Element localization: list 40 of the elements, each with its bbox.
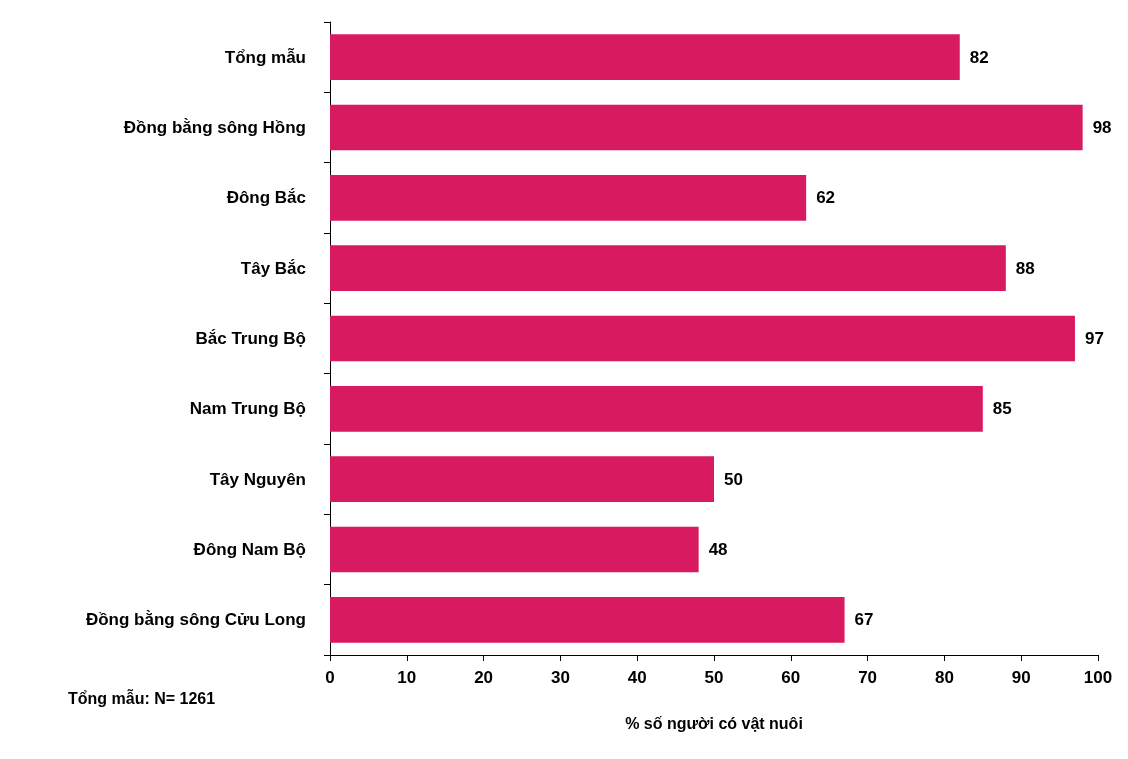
y-tick-label: Đông Bắc — [226, 188, 306, 208]
data-label: 82 — [969, 47, 989, 67]
bar — [330, 596, 845, 643]
x-tick-label: 40 — [627, 668, 647, 687]
y-tick-label: Tổng mẫu — [224, 47, 306, 67]
data-label: 97 — [1084, 329, 1104, 348]
x-tick-label: 90 — [1011, 668, 1031, 687]
bar — [330, 34, 960, 81]
y-tick-label: Tây Nguyên — [209, 469, 306, 489]
x-tick-label: 60 — [781, 668, 801, 687]
bar — [330, 456, 714, 503]
data-label: 88 — [1015, 258, 1035, 278]
data-label: 98 — [1092, 118, 1112, 137]
x-tick-label: 0 — [325, 668, 335, 687]
bar — [330, 385, 983, 432]
y-tick-label: Tây Bắc — [240, 258, 306, 278]
x-axis-title: % số người có vật nuôi — [625, 714, 803, 732]
x-tick-label: 30 — [550, 668, 570, 687]
y-tick-label: Đông Nam Bộ — [193, 540, 306, 559]
bar — [330, 526, 699, 573]
y-tick-label: Đồng bằng sông Hồng — [123, 118, 306, 137]
y-tick-label: Đồng bằng sông Cửu Long — [85, 610, 306, 630]
x-tick-label: 80 — [934, 668, 954, 687]
data-label: 50 — [724, 469, 743, 489]
data-label: 67 — [854, 610, 874, 630]
text: Tổng mẫu: N= 1261 — [68, 688, 216, 707]
bar — [330, 104, 1083, 151]
data-label: 62 — [816, 188, 836, 208]
bar — [330, 245, 1006, 292]
y-tick-label: Nam Trung Bộ — [189, 399, 306, 419]
data-label: 85 — [992, 399, 1012, 419]
bar — [330, 315, 1075, 362]
x-tick-label: 100 — [1083, 668, 1113, 687]
x-tick-label: 20 — [474, 668, 494, 687]
data-label: 48 — [708, 540, 728, 559]
x-tick-label: 70 — [858, 668, 878, 687]
x-tick-label: 50 — [704, 668, 724, 687]
y-tick-label: Bắc Trung Bộ — [195, 329, 306, 348]
bar — [330, 174, 807, 221]
x-tick-label: 10 — [397, 668, 417, 687]
